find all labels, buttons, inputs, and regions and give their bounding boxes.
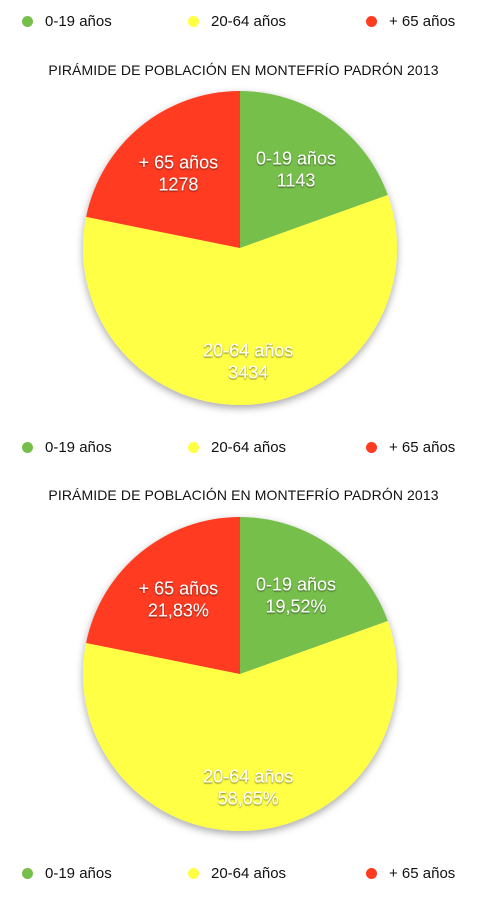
legend-item-20-64: 20-64 años (188, 9, 286, 33)
legend-item-65-plus: + 65 años (366, 861, 455, 885)
legend-chart-2: 0-19 años 20-64 años + 65 años (0, 861, 487, 885)
legend-label: 20-64 años (211, 864, 287, 882)
slice-label-20-64: 20-64 años 3434 (203, 341, 293, 383)
legend-label: 20-64 años (211, 12, 287, 30)
legend-label: + 65 años (389, 12, 456, 30)
slice-label-name: 20-64 años (203, 767, 293, 787)
slice-label-name: + 65 años (139, 153, 219, 173)
legend-dot-adult (188, 441, 199, 453)
slice-label-value: 3434 (228, 363, 268, 383)
slice-label-20-64: 20-64 años 58,65% (203, 767, 293, 809)
slice-label-0-19: 0-19 años 1143 (256, 148, 336, 190)
legend-item-0-19: 0-19 años (22, 861, 112, 885)
legend-dot-senior (366, 15, 377, 27)
pie-chart-counts: 0-19 años 1143 20-64 años 3434 + 65 años 1278 (83, 91, 398, 406)
pie-slice-65-plus (86, 517, 240, 674)
legend-item-20-64: 20-64 años (188, 435, 286, 459)
legend-label: + 65 años (389, 438, 456, 456)
legend-dot-young (22, 15, 33, 27)
legend-dot-adult (188, 867, 199, 879)
legend-item-0-19: 0-19 años (22, 9, 112, 33)
legend-dot-senior (366, 441, 377, 453)
chart-title-percentages: PIRÁMIDE DE POBLACIÓN EN MONTEFRÍO PADRÓ… (48, 487, 439, 503)
legend-label: 20-64 años (211, 438, 287, 456)
pie-slice-20-64 (83, 195, 398, 406)
slice-label-name: + 65 años (139, 579, 219, 599)
slice-label-value: 1278 (158, 175, 198, 195)
legend-label: 0-19 años (45, 438, 112, 456)
slice-label-name: 20-64 años (203, 341, 293, 361)
legend-dot-senior (366, 867, 377, 879)
legend-dot-young (22, 441, 33, 453)
slice-label-65-plus: + 65 años 21,83% (139, 579, 219, 621)
legend-dot-adult (188, 15, 199, 27)
legend-item-65-plus: + 65 años (366, 9, 455, 33)
legend-label: 0-19 años (45, 864, 112, 882)
slice-label-65-plus: + 65 años 1278 (139, 153, 219, 195)
slice-label-name: 0-19 años (256, 148, 336, 168)
slice-label-value: 58,65% (218, 789, 279, 809)
legend-item-20-64: 20-64 años (188, 861, 286, 885)
pie-slice-0-19 (240, 517, 388, 674)
legend-label: 0-19 años (45, 12, 112, 30)
legend-label: + 65 años (389, 864, 456, 882)
legend-item-0-19: 0-19 años (22, 435, 112, 459)
slice-label-0-19: 0-19 años 19,52% (256, 574, 336, 616)
pie-slice-0-19 (240, 91, 388, 248)
slice-label-value: 21,83% (148, 601, 209, 621)
slice-label-value: 1143 (277, 170, 316, 190)
pie-slice-20-64 (82, 621, 397, 832)
pie-chart-percentages: 0-19 años 19,52% 20-64 años 58,65% + 65 años… (82, 517, 397, 832)
slice-label-value: 19,52% (265, 596, 326, 616)
slice-label-name: 0-19 años (256, 574, 336, 594)
legend-dot-young (22, 867, 33, 879)
legend-chart-1: 0-19 años 20-64 años + 65 años (0, 435, 487, 459)
legend-top: 0-19 años 20-64 años + 65 años (0, 9, 487, 33)
chart-title-counts: PIRÁMIDE DE POBLACIÓN EN MONTEFRÍO PADRÓ… (48, 62, 439, 78)
pie-slice-65-plus (86, 91, 240, 248)
legend-item-65-plus: + 65 años (366, 435, 455, 459)
